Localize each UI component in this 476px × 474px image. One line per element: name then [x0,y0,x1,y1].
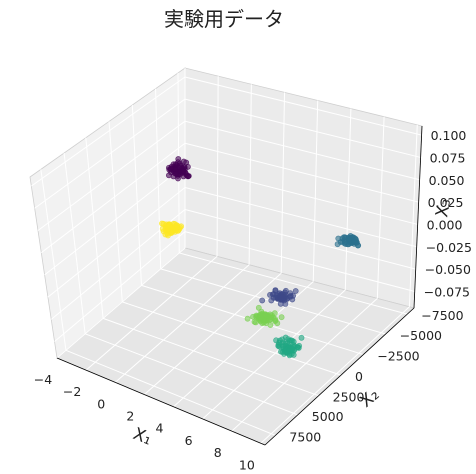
grid-lines [31,68,422,444]
scatter-point [174,224,180,230]
scatter-point [176,160,183,167]
scatter-point [292,288,299,294]
scatter-point [180,168,187,175]
x-axis-label: X₁ [130,424,155,449]
x-tick-label: 8 [214,445,222,460]
y-tick-label: 0 [355,369,363,384]
y-tick-label: −2500 [377,349,419,364]
axis-lines [56,125,423,446]
scatter-point [267,291,273,298]
z-tick-label: 0.025 [428,195,464,210]
z-tick-label: −0.025 [426,240,472,255]
scatter-point [251,318,258,325]
x-tick-label: −2 [63,384,81,399]
z-tick-labels: −0.075 −0.050 −0.025 0.000 0.025 0.050 0.075 0.… [424,128,472,299]
z-tick-label: −0.075 [424,284,470,299]
y-tick-label: −5000 [400,328,442,343]
scatter-point [185,173,191,180]
scatter-point [262,311,269,318]
x-tick-label: 10 [239,457,255,472]
x-tick-label: 4 [156,421,164,436]
scatter-point [272,287,279,293]
scatter-point [255,304,262,311]
scatter-point [164,223,170,230]
scatter-point [267,322,274,328]
scatter-point [352,237,359,243]
scatter-points [158,156,362,359]
scatter-point [275,341,282,348]
scatter-point [341,234,347,241]
scatter-point [267,316,274,323]
scatter-point [298,334,305,341]
scatter-point [250,313,256,320]
scatter-point [354,242,361,249]
scatter-point [259,297,266,304]
scatter-point [244,315,251,322]
z-axis-label: X₃ [432,197,455,219]
z-tick-label: 0.075 [430,150,466,165]
scatter-point [288,337,294,344]
x-tick-label: 6 [185,433,193,448]
x-tick-label: 2 [126,409,134,424]
scatter-point [173,170,180,177]
z-tick-label: −0.050 [425,262,471,277]
scatter-point [282,291,289,298]
y-tick-label: 2500 [333,390,365,405]
scatter-point [337,239,344,245]
scatter-point [289,296,296,303]
z-tick-label: 0.050 [429,173,465,188]
scatter-point [289,346,296,352]
y-tick-label: 5000 [312,409,344,424]
z-tick-label: 0.100 [431,128,467,143]
y-tick-label: 7500 [289,429,321,444]
z-tick-label: 0.000 [427,217,463,232]
y-tick-labels: −7500 −5000 −2500 0 2500 5000 7500 [289,308,463,444]
scatter-point [268,297,275,304]
chart-title: 実験用データ [164,7,284,31]
scatter-point [278,314,285,321]
scatter-point [165,172,172,179]
scatter-point [346,236,353,242]
x-tick-labels: −4 −2 0 2 4 6 8 10 [34,372,255,472]
y-tick-label: −7500 [421,308,463,323]
x-tick-label: −4 [34,372,52,387]
scatter-point [160,228,167,235]
x-tick-label: 0 [97,396,105,411]
